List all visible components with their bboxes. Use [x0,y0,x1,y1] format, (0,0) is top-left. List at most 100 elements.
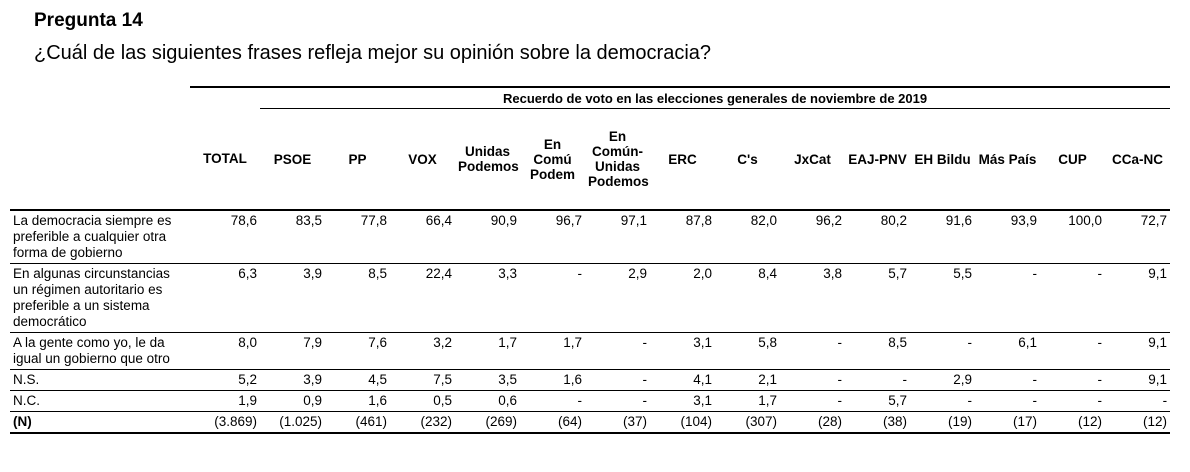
column-header: Unidas Podemos [455,108,520,211]
cell: (12) [1105,411,1171,434]
cell: - [520,390,585,412]
cell: 7,9 [260,332,325,370]
data-row: N.S. 5,2 3,9 4,5 7,5 3,5 1,6-4,1 2,1- -2,9- -9,1 [10,369,1171,391]
cell: 1,6 [520,369,585,391]
cell: 8,5 [845,332,910,370]
results-table: Recuerdo de voto en las elecciones gener… [10,86,1171,434]
cell: 8,0 [190,332,260,370]
row-label: A la gente como yo, le da igual un gobie… [10,332,190,370]
cell: 5,5 [910,263,975,333]
cell: 96,7 [520,210,585,264]
cell: 93,9 [975,210,1040,264]
cell: - [910,332,975,370]
cell: (17) [975,411,1040,434]
cell: 5,8 [715,332,780,370]
cell: - [585,390,650,412]
cell: (104) [650,411,715,434]
cell: 3,3 [455,263,520,333]
cell: 3,9 [260,369,325,391]
row-label: N.C. [10,390,190,412]
cell: 3,8 [780,263,845,333]
column-header: PSOE [260,108,325,211]
cell: 0,9 [260,390,325,412]
cell: 8,5 [325,263,390,333]
cell: (461) [325,411,390,434]
cell: (12) [1040,411,1105,434]
cell: - [1040,390,1105,412]
column-header: En Comú Podem [520,108,585,211]
data-row: En algunas circunstancias un régimen aut… [10,263,1171,333]
cell: 7,5 [390,369,455,391]
cell: - [1040,369,1105,391]
cell: 78,6 [190,210,260,264]
column-header: En Común-Unidas Podemos [585,108,650,211]
cell: 8,4 [715,263,780,333]
cell: 97,1 [585,210,650,264]
question: ¿Cuál de las siguientes frases refleja m… [34,42,712,64]
cell: 22,4 [390,263,455,333]
cell: 5,7 [845,263,910,333]
cell: 0,6 [455,390,520,412]
cell: - [910,390,975,412]
cell: - [1040,263,1105,333]
row-label: En algunas circunstancias un régimen aut… [10,263,190,333]
data-row: La democracia siempre es preferible a cu… [10,210,1171,264]
cell: 1,7 [715,390,780,412]
cell: 1,7 [455,332,520,370]
row-label: N.S. [10,369,190,391]
header-row: Recuerdo de voto en las elecciones gener… [10,86,1171,109]
cell: (28) [780,411,845,434]
cell: - [1040,332,1105,370]
cell: 9,1 [1105,263,1171,333]
cell: (64) [520,411,585,434]
column-header: EAJ-PNV [845,108,910,211]
data-row: A la gente como yo, le da igual un gobie… [10,332,1171,370]
cell: 2,1 [715,369,780,391]
cell: 2,9 [585,263,650,333]
cell: 100,0 [1040,210,1105,264]
cell: 3,1 [650,390,715,412]
row-label: La democracia siempre es preferible a cu… [10,210,190,264]
cell: 4,1 [650,369,715,391]
cell: - [520,263,585,333]
column-header: TOTAL [190,108,260,211]
cell: 4,5 [325,369,390,391]
column-header: ERC [650,108,715,211]
cell: - [585,332,650,370]
column-header: Más País [975,108,1040,211]
cell: (37) [585,411,650,434]
cell: (38) [845,411,910,434]
cell: (232) [390,411,455,434]
data-row: (N) (3.869) (1.025) (461) (232) (269) (64) (37)… [10,411,1171,434]
column-header: CUP [1040,108,1105,211]
column-header: C's [715,108,780,211]
cell: 90,9 [455,210,520,264]
cell: - [845,369,910,391]
row-label: (N) [10,411,190,434]
cell: (19) [910,411,975,434]
blank [10,87,190,109]
column-header: JxCat [780,108,845,211]
cell: 9,1 [1105,369,1171,391]
cell: - [780,369,845,391]
cell: - [780,332,845,370]
cell: 5,2 [190,369,260,391]
column-header: EH Bildu [910,108,975,211]
spanner: Recuerdo de voto en las elecciones gener… [260,86,1171,109]
column-header: VOX [390,108,455,211]
cell: - [975,369,1040,391]
cell: - [1105,390,1171,412]
cell: (3.869) [190,411,260,434]
column-header: PP [325,108,390,211]
data-row: N.C. 1,9 0,9 1,6 0,5 0,6- -3,1 1,7-5,7- - - - [10,390,1171,412]
cell: 1,6 [325,390,390,412]
column-header: CCa-NC [1105,108,1171,211]
cell: 66,4 [390,210,455,264]
cell: 91,6 [910,210,975,264]
cell: 9,1 [1105,332,1171,370]
cell: 1,7 [520,332,585,370]
cell: 0,5 [390,390,455,412]
title: Pregunta 14 [34,10,143,31]
cell: - [975,263,1040,333]
cell: 2,9 [910,369,975,391]
